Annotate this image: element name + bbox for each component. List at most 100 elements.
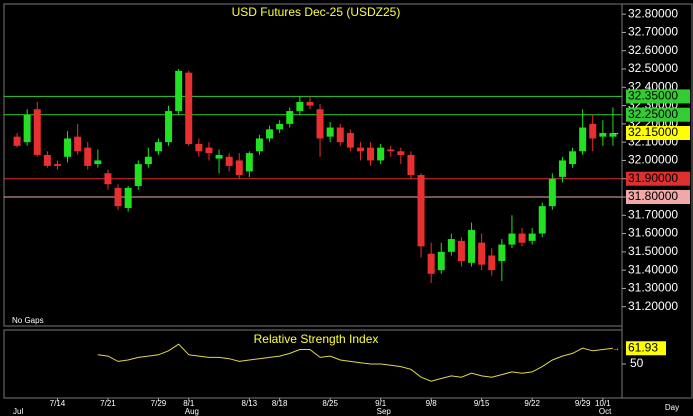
y-tick-label: 32.70000 [628, 25, 678, 39]
candle-body [427, 253, 435, 274]
candle-body [397, 151, 405, 155]
x-tick-label: 9/22 [524, 399, 540, 408]
candle-body [134, 164, 142, 187]
gap-mode: No Gaps [12, 316, 44, 325]
rsi-arrow: → [612, 343, 620, 352]
y-tick-label: 32.50000 [628, 61, 678, 75]
candle-body [367, 147, 375, 161]
last-price-label: 32.15000 [628, 125, 678, 139]
candle-body [538, 206, 546, 234]
candle-body [165, 111, 173, 143]
rsi-title: Relative Strength Index [254, 332, 379, 346]
candle-body [468, 229, 476, 263]
x-tick-label: 9/15 [474, 399, 490, 408]
candle-body [13, 136, 21, 146]
y-tick-label: 31.50000 [628, 244, 678, 258]
month-label: Oct [599, 407, 612, 416]
candle-body [124, 187, 132, 208]
candle-body [23, 114, 31, 143]
candle-body [548, 178, 556, 207]
candle-body [508, 233, 516, 245]
y-tick-label: 32.80000 [628, 6, 678, 20]
candle-body [579, 127, 587, 152]
x-tick-label: 8/18 [272, 399, 288, 408]
month-label: Jul [13, 407, 23, 416]
x-tick-label: 8/25 [322, 399, 338, 408]
y-tick-label: 31.70000 [628, 207, 678, 221]
candle-body [195, 143, 203, 152]
y-tick-label: 31.60000 [628, 226, 678, 240]
x-tick-label: 8/1 [183, 399, 195, 408]
x-tick-label: 7/21 [100, 399, 116, 408]
candle-body [104, 173, 112, 185]
candle-body [407, 154, 415, 176]
candle-body [144, 156, 152, 165]
chart-title: USD Futures Dec-25 (USDZ25) [232, 5, 401, 19]
candle-body [245, 153, 253, 172]
candle-body [175, 70, 183, 112]
candle-body [599, 133, 607, 137]
candle-body [387, 149, 395, 152]
x-tick-label: 9/29 [575, 399, 591, 408]
y-tick-label: 31.40000 [628, 262, 678, 276]
candle-body [306, 101, 314, 106]
level-label-bg [626, 190, 690, 204]
level-label: 31.90000 [628, 171, 678, 185]
candle-body [215, 154, 223, 159]
month-label: Aug [185, 407, 199, 416]
rsi-label-bg [626, 341, 666, 356]
month-label: Sep [377, 407, 392, 416]
y-tick-label: 32.00000 [628, 153, 678, 167]
candle-body [114, 187, 122, 207]
candle-body [154, 142, 162, 152]
candle-body [266, 129, 274, 139]
candle-body [33, 109, 41, 155]
candle-body [356, 147, 364, 152]
candle-body [84, 147, 92, 166]
x-tick-label: 7/29 [151, 399, 167, 408]
candle-body [235, 160, 243, 176]
last-price-bg [626, 126, 690, 140]
candle-body [316, 109, 324, 139]
candle-body [74, 136, 82, 152]
candle-body [518, 233, 526, 243]
candle-body [53, 164, 61, 166]
x-tick-label: 9/1 [375, 399, 387, 408]
level-label-bg [626, 107, 690, 122]
level-label: 32.25000 [628, 107, 678, 121]
candle-body [336, 127, 344, 143]
x-tick-label: 7/14 [50, 399, 66, 408]
candle-body [377, 147, 385, 161]
price-axis [621, 3, 693, 399]
candle-body [528, 233, 536, 241]
candle-body [64, 138, 72, 157]
candle-body [94, 160, 102, 165]
candle-body [205, 147, 213, 154]
candle-body [185, 72, 193, 144]
candle-body [225, 156, 233, 166]
candle-body [558, 160, 566, 177]
x-tick-label: 10/1 [595, 399, 611, 408]
rsi-last-label: 61.93 [628, 340, 658, 354]
candle-body [478, 242, 486, 265]
rsi-tick-label: 50 [630, 356, 644, 370]
candle-body [437, 251, 445, 271]
y-tick-label: 31.30000 [628, 281, 678, 295]
x-tick-label: 9/8 [426, 399, 438, 408]
x-tick-label: 8/13 [242, 399, 258, 408]
level-label: 31.80000 [628, 189, 678, 203]
y-tick-label: 32.60000 [628, 43, 678, 57]
x-unit: Day [665, 403, 679, 412]
candle-body [276, 123, 284, 130]
last-price-arrow: → [612, 128, 620, 137]
candle-body [569, 151, 577, 165]
candle-body [447, 239, 455, 252]
candle-body [498, 244, 506, 261]
y-tick-label: 31.20000 [628, 299, 678, 313]
candle-body [296, 101, 304, 112]
candle-body [589, 123, 597, 139]
candle-body [43, 154, 51, 166]
